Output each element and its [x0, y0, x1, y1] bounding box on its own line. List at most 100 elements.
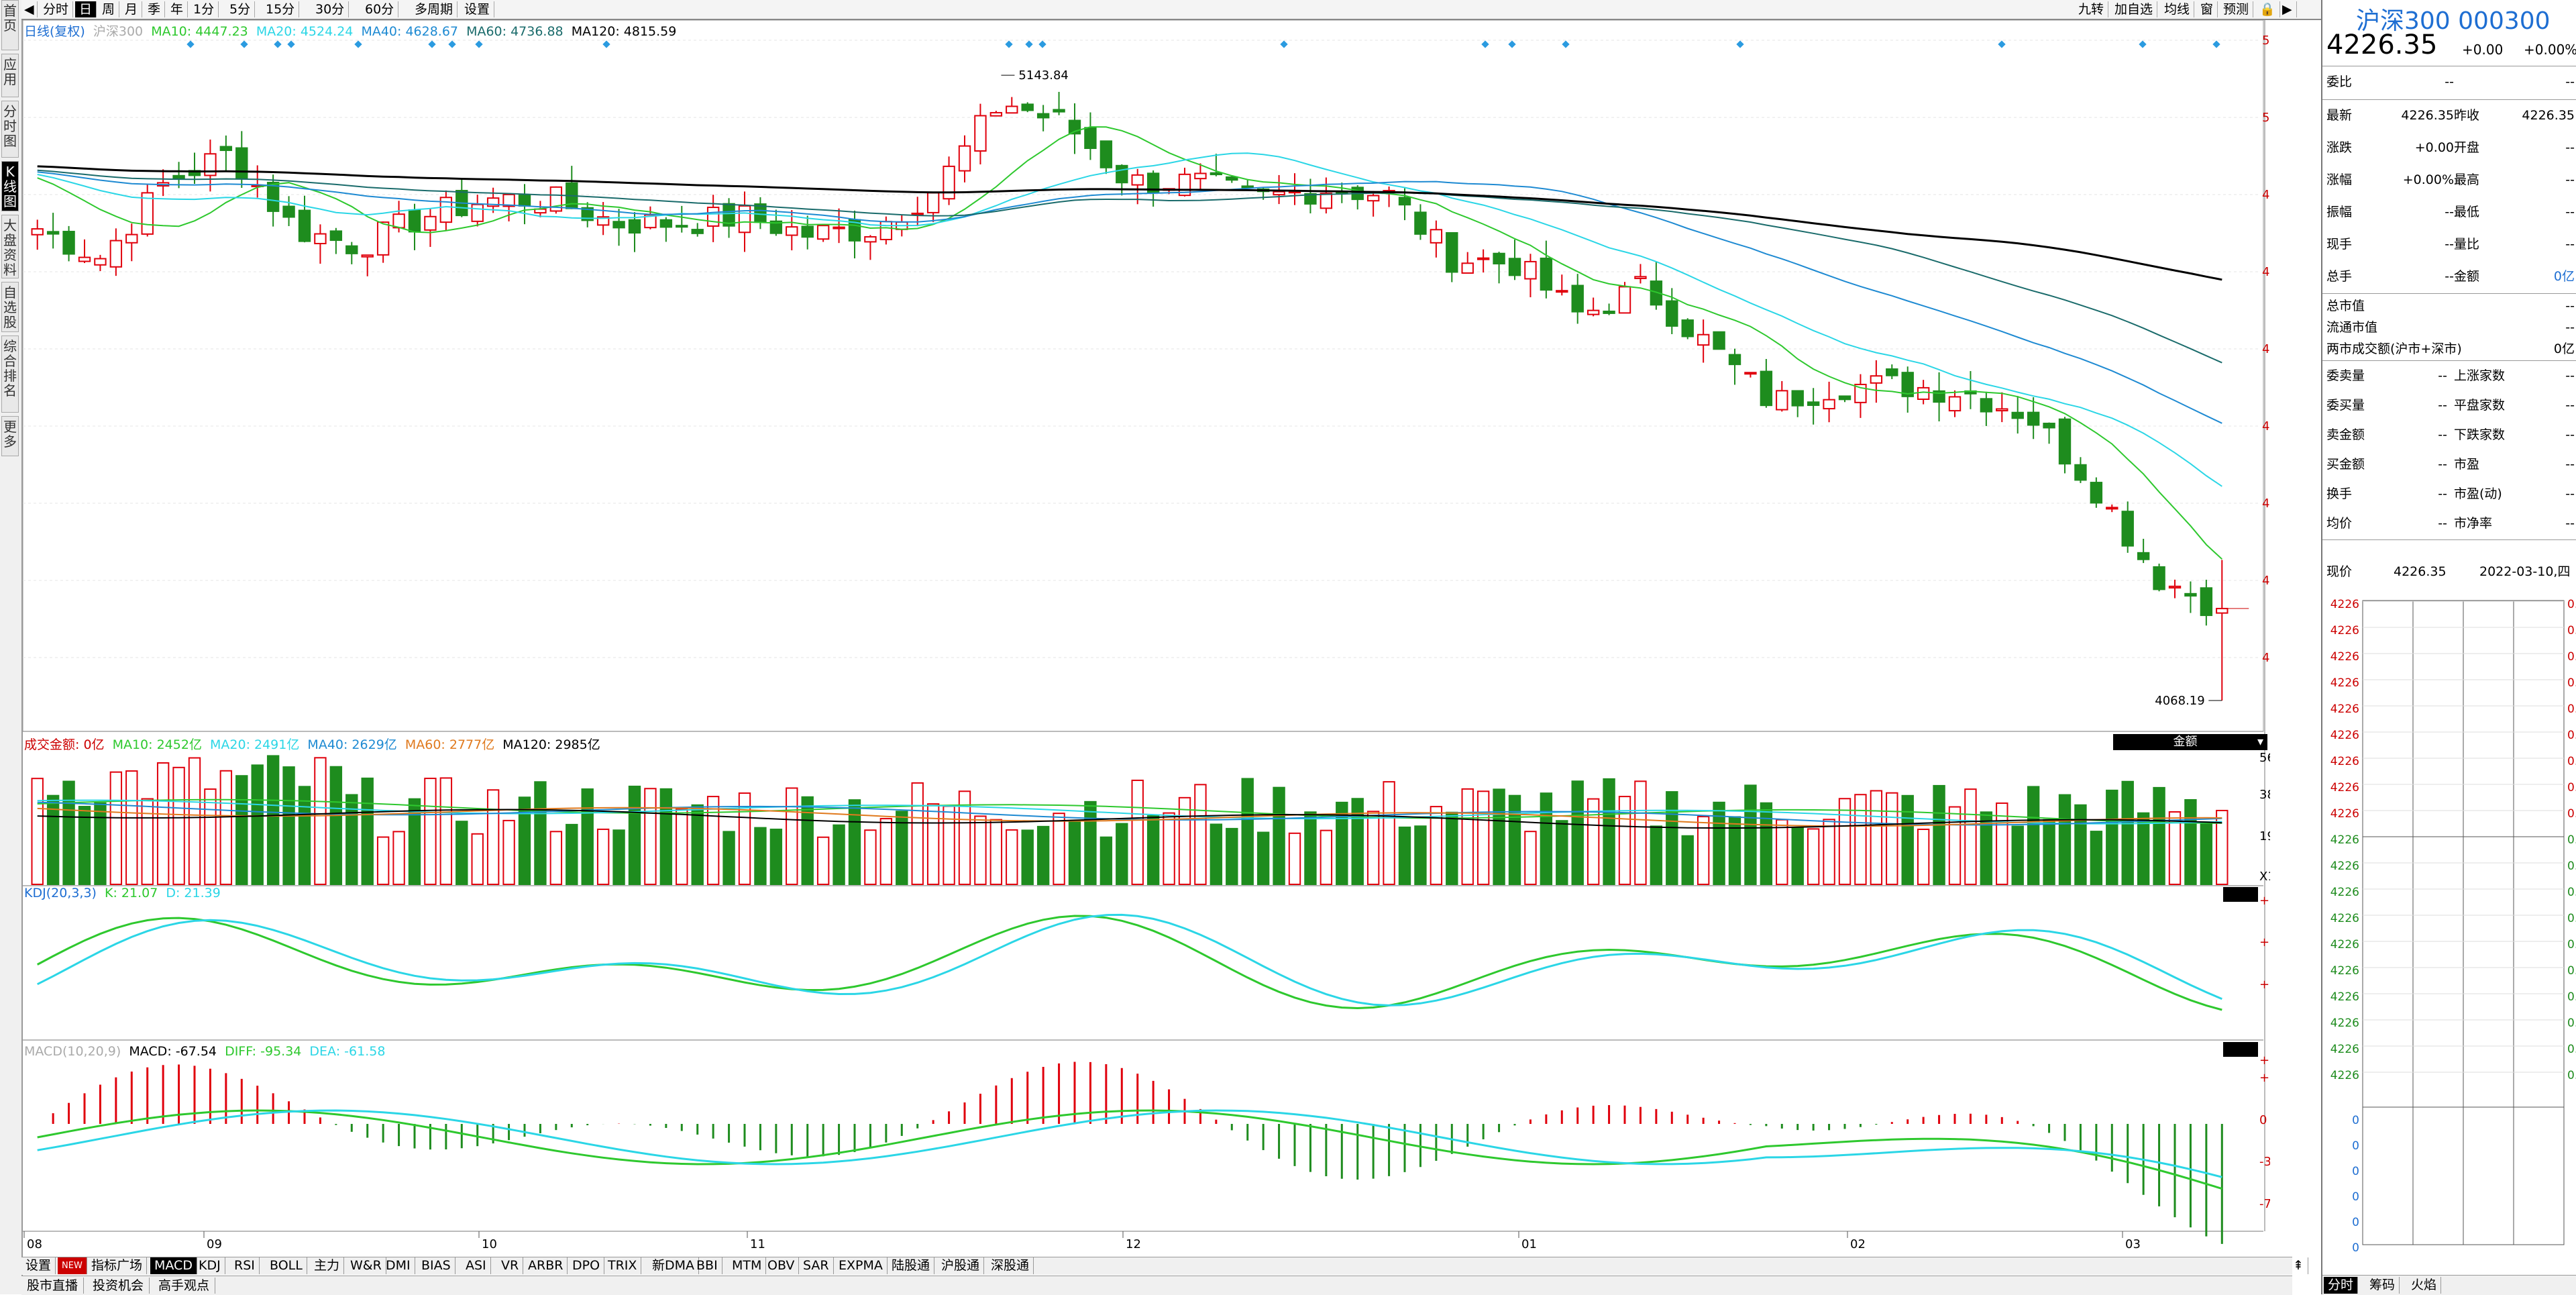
- period-12[interactable]: 设置: [460, 1, 495, 17]
- nav-4[interactable]: 大盘资料: [1, 215, 19, 278]
- period-1[interactable]: 日: [75, 1, 97, 17]
- period-4[interactable]: 季: [144, 1, 166, 17]
- indicator-tab-21[interactable]: EXPMA: [835, 1257, 888, 1274]
- candle-body: [376, 221, 390, 256]
- tool-1[interactable]: 加自选: [2110, 1, 2158, 17]
- candle-body: [816, 225, 830, 240]
- panel-tab-2[interactable]: 火焰: [2407, 1277, 2442, 1294]
- indicator-tab-7[interactable]: 主力: [310, 1257, 345, 1274]
- indicator-tab-9[interactable]: DMI: [382, 1257, 415, 1274]
- stat-value: --: [2565, 427, 2575, 442]
- period-0[interactable]: 分时: [39, 1, 74, 17]
- tool-4[interactable]: 预测: [2219, 1, 2254, 17]
- tool-2[interactable]: 均线: [2160, 1, 2195, 17]
- period-9[interactable]: 30分: [311, 1, 350, 17]
- panel-tab-1[interactable]: 筹码: [2365, 1277, 2400, 1294]
- nav-7[interactable]: 更多: [1, 416, 19, 456]
- indicator-tab-2[interactable]: 指标广场: [87, 1257, 148, 1274]
- stat-label: 上涨家数: [2454, 368, 2506, 383]
- footer-tab-0[interactable]: 股市直播: [21, 1278, 85, 1294]
- volume-bar: [1603, 778, 1615, 886]
- candle-body: [1556, 290, 1568, 293]
- mini-price: 4226: [2330, 1069, 2359, 1082]
- period-2[interactable]: 周: [98, 1, 120, 17]
- volume-bar: [1320, 829, 1333, 885]
- indicator-tab-24[interactable]: 深股通: [987, 1257, 1034, 1274]
- lock-icon[interactable]: 🔒: [2255, 1, 2280, 17]
- indicator-tab-6[interactable]: BOLL: [266, 1257, 307, 1274]
- candle-body: [298, 209, 311, 242]
- expand-icon[interactable]: ⇞: [2289, 1257, 2308, 1274]
- indicator-tab-19[interactable]: OBV: [763, 1257, 800, 1274]
- candle-body: [125, 234, 138, 244]
- period-11[interactable]: 多周期: [411, 1, 458, 17]
- nav-0[interactable]: 首页: [1, 0, 19, 50]
- nav-5[interactable]: 自选股: [1, 282, 19, 332]
- indicator-tab-8[interactable]: W&R: [346, 1257, 386, 1274]
- forward-icon[interactable]: ▶: [2278, 1, 2297, 17]
- indicator-tab-13[interactable]: ARBR: [524, 1257, 568, 1274]
- tool-0[interactable]: 九转: [2074, 1, 2109, 17]
- period-toolbar: ◀ 分时日周月季年 1分 5分 15分 30分 60分 多周期 设置 九转 加自选 均线窗预测 🔒 ▶: [21, 0, 2326, 20]
- nav-3[interactable]: K线图: [1, 161, 19, 211]
- quote-value: --: [2565, 205, 2575, 219]
- period-8[interactable]: 15分: [262, 1, 300, 17]
- indicator-tab-5[interactable]: RSI: [230, 1257, 260, 1274]
- period-5[interactable]: 年: [166, 1, 189, 17]
- candle-body: [1870, 375, 1883, 384]
- indicator-tab-16[interactable]: 新DMA: [648, 1257, 700, 1274]
- kline-chart[interactable]: 5204 5071 4939 4805 4673 4541 4409 4275 4142 08 09…: [23, 20, 2270, 1255]
- amount-selector[interactable]: 金额 ▾: [2113, 734, 2267, 750]
- tool-3[interactable]: 窗: [2196, 1, 2218, 17]
- candle-body: [1430, 229, 1443, 244]
- volume-bar: [833, 824, 845, 885]
- mini-pct: 0.00%: [2567, 886, 2576, 899]
- indicator-tab-22[interactable]: 陆股通: [888, 1257, 935, 1274]
- indicator-tab-14[interactable]: DPO: [568, 1257, 605, 1274]
- footer-tab-1[interactable]: 投资机会: [87, 1278, 150, 1294]
- panel-tab-0[interactable]: 分时: [2324, 1277, 2359, 1294]
- period-10[interactable]: 60分: [361, 1, 399, 17]
- quote-row: 最新 4226.35 昨收 4226.35: [2326, 102, 2575, 129]
- chevron-down-icon: ▾: [2257, 735, 2263, 749]
- candle-body: [31, 228, 44, 236]
- x-label: 08: [27, 1237, 42, 1251]
- weibi-value2: --: [2565, 74, 2575, 89]
- indicator-tab-0[interactable]: 设置: [21, 1257, 56, 1274]
- indicator-tab-10[interactable]: BIAS: [417, 1257, 455, 1274]
- indicator-tab-23[interactable]: 沪股通: [937, 1257, 985, 1274]
- volume-bar: [1728, 816, 1741, 885]
- mini-pct: 0.00%: [2567, 650, 2576, 664]
- indicator-tab-17[interactable]: BBI: [692, 1257, 722, 1274]
- candle-body: [989, 111, 1003, 117]
- footer-tab-2[interactable]: 高手观点: [153, 1278, 216, 1294]
- indicator-tab-15[interactable]: TRIX: [604, 1257, 642, 1274]
- indicator-tab-12[interactable]: VR: [497, 1257, 524, 1274]
- indicator-tab-3[interactable]: MACD: [150, 1257, 197, 1274]
- mini-price: 4226: [2330, 912, 2359, 925]
- period-6[interactable]: 1分: [189, 1, 219, 17]
- volume-bar: [424, 778, 437, 885]
- mini-vol-tick: 0: [2352, 1114, 2359, 1127]
- price-tick: 5204: [2262, 34, 2270, 48]
- quote-label: 涨幅: [2326, 172, 2353, 187]
- candle-body: [1273, 191, 1285, 196]
- period-7[interactable]: 5分: [225, 1, 256, 17]
- nav-2[interactable]: 分时图: [1, 101, 19, 158]
- high-annotation: 5143.84: [1018, 68, 1068, 83]
- volume-bar: [1398, 826, 1411, 886]
- period-3[interactable]: 月: [121, 1, 143, 17]
- candle-body: [1099, 140, 1113, 168]
- mini-price: 4226: [2330, 1017, 2359, 1030]
- back-icon[interactable]: ◀: [21, 1, 38, 17]
- indicator-tab-20[interactable]: SAR: [799, 1257, 834, 1274]
- mini-price: 4226: [2330, 964, 2359, 978]
- indicator-tab-4[interactable]: KDJ: [195, 1257, 225, 1274]
- nav-1[interactable]: 应用: [1, 54, 19, 97]
- nav-6[interactable]: 综合排名: [1, 335, 19, 413]
- indicator-tab-11[interactable]: ASI: [462, 1257, 491, 1274]
- indicator-tab-18[interactable]: MTM: [728, 1257, 767, 1274]
- indicator-tab-1[interactable]: NEW: [58, 1257, 87, 1274]
- intraday-mini-chart[interactable]: 4226 0.00% 4226 0.00% 4226 0.00% 4226 0.00% 4226…: [2322, 594, 2576, 1278]
- quote-label: 最低: [2454, 205, 2480, 219]
